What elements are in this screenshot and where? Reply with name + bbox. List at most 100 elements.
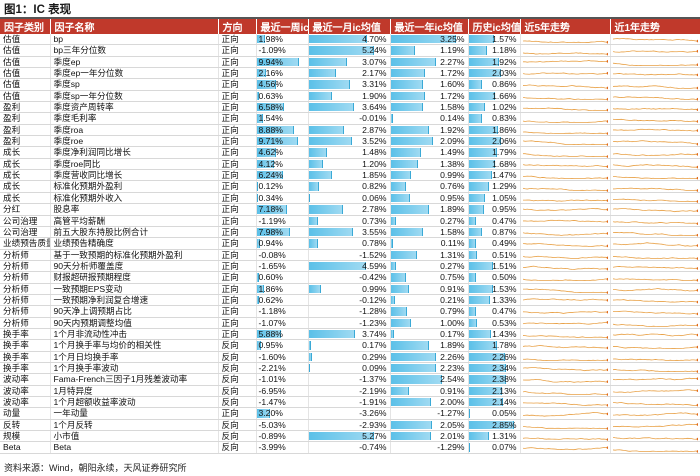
month-ic-value: 2.87% bbox=[362, 124, 387, 135]
year-ic-cell: 0.75% bbox=[390, 271, 469, 284]
year-ic-value: 2.23% bbox=[440, 362, 465, 373]
table-row: 分析师 90天分析师覆盖度 正向 -1.65% 4.59% 0.27% 1.51% bbox=[0, 260, 700, 273]
trend-end-dot bbox=[606, 41, 608, 44]
history-ic-bar bbox=[468, 307, 476, 316]
category-cell: 波动率 bbox=[0, 373, 51, 386]
history-ic-value: 1.33% bbox=[492, 294, 517, 305]
history-ic-value: 0.95% bbox=[492, 204, 517, 215]
week-ic-cell: 0.60% bbox=[256, 271, 309, 284]
history-ic-cell: 1.29% bbox=[468, 180, 521, 193]
year-ic-cell: 1.92% bbox=[390, 124, 469, 137]
month-ic-value: 0.09% bbox=[362, 362, 387, 373]
trend-1y-sparkline bbox=[612, 323, 698, 327]
trend-line bbox=[522, 59, 608, 63]
category-cell: 换手率 bbox=[0, 328, 51, 341]
history-ic-cell: 1.47% bbox=[468, 169, 521, 182]
trend-5y-cell bbox=[520, 192, 611, 205]
category-cell: 分析师 bbox=[0, 271, 51, 284]
header-year-ic: 最近一年ic均值 bbox=[390, 19, 469, 34]
week-ic-bar bbox=[256, 409, 271, 418]
month-ic-cell: -0.74% bbox=[308, 441, 391, 454]
direction-cell: 正向 bbox=[218, 146, 257, 159]
trend-end-dot bbox=[606, 368, 608, 372]
trend-5y-cell bbox=[520, 305, 611, 318]
category-cell: 分析师 bbox=[0, 294, 51, 307]
history-ic-value: 2.26% bbox=[492, 351, 517, 362]
year-ic-cell: 1.58% bbox=[390, 226, 469, 239]
trend-1y-cell bbox=[610, 373, 700, 386]
table-row: 换手率 1个月非流动性冲击 正向 5.88% 3.74% 0.17% 1.43% bbox=[0, 328, 700, 341]
category-cell: 成长 bbox=[0, 158, 51, 171]
table-row: 公司治理 前五大股东持股比例合计 正向 7.98% 3.55% 1.58% 0.87% bbox=[0, 226, 700, 239]
week-ic-value: 0.34% bbox=[258, 192, 283, 203]
table-row: 成长 季度净利润同比增长 正向 4.62% 1.48% 1.49% 1.79% bbox=[0, 146, 700, 159]
trend-1y-sparkline bbox=[612, 140, 698, 146]
trend-end-dot bbox=[606, 256, 608, 259]
history-ic-cell: 0.47% bbox=[468, 305, 521, 318]
category-cell: 盈利 bbox=[0, 135, 51, 148]
trend-5y-sparkline bbox=[522, 187, 608, 192]
year-ic-bar bbox=[390, 352, 437, 361]
trend-1y-cell bbox=[610, 90, 700, 103]
week-ic-value: -2.21% bbox=[258, 362, 286, 373]
month-ic-bar bbox=[308, 216, 318, 225]
category-cell: 估值 bbox=[0, 78, 51, 91]
trend-5y-sparkline bbox=[522, 278, 608, 282]
trend-line bbox=[612, 378, 698, 381]
trend-5y-cell bbox=[520, 317, 611, 329]
trend-end-dot bbox=[606, 154, 608, 158]
trend-5y-sparkline bbox=[522, 199, 608, 202]
factor-name-cell: 季度资产周转率 bbox=[50, 101, 219, 114]
history-ic-value: 1.66% bbox=[492, 90, 517, 101]
year-ic-cell: 1.89% bbox=[390, 203, 469, 216]
year-ic-cell: 2.01% bbox=[390, 430, 469, 443]
month-ic-cell: -1.52% bbox=[308, 249, 391, 261]
header-history-ic: 历史ic均值 bbox=[468, 19, 521, 34]
trend-line bbox=[522, 232, 608, 236]
trend-line bbox=[612, 49, 698, 53]
year-ic-value: 1.89% bbox=[440, 340, 465, 351]
category-cell: 盈利 bbox=[0, 124, 51, 137]
trend-line bbox=[612, 118, 698, 122]
week-ic-cell: -1.07% bbox=[256, 317, 309, 329]
year-ic-value: 1.58% bbox=[440, 102, 465, 113]
trend-line bbox=[612, 164, 698, 168]
week-ic-bar bbox=[256, 69, 266, 78]
history-ic-cell: 1.86% bbox=[468, 124, 521, 137]
week-ic-cell: 1.54% bbox=[256, 112, 309, 125]
week-ic-value: -1.01% bbox=[258, 374, 286, 385]
year-ic-cell: 1.31% bbox=[390, 249, 469, 261]
trend-line bbox=[612, 220, 698, 224]
history-ic-cell: 1.78% bbox=[468, 339, 521, 352]
table-row: 动量 一年动量 正向 3.20% -3.26% -1.27% 0.05% bbox=[0, 407, 700, 420]
history-ic-value: 1.47% bbox=[492, 170, 517, 181]
factor-name-cell: 一年动量 bbox=[50, 407, 219, 420]
direction-cell: 正向 bbox=[218, 124, 257, 137]
table-row: 分红 股息率 正向 7.18% 2.78% 1.89% 0.95% bbox=[0, 203, 700, 216]
trend-end-dot bbox=[696, 177, 698, 180]
history-ic-cell: 2.38% bbox=[468, 373, 521, 386]
trend-line bbox=[522, 208, 608, 212]
direction-cell: 正向 bbox=[218, 112, 257, 125]
week-ic-cell: 1.86% bbox=[256, 283, 309, 295]
trend-end-dot bbox=[696, 412, 698, 416]
year-ic-value: 0.14% bbox=[440, 113, 465, 124]
history-ic-bar bbox=[468, 375, 507, 384]
trend-line bbox=[522, 311, 608, 315]
year-ic-cell: 0.76% bbox=[390, 180, 469, 193]
category-cell: 估值 bbox=[0, 67, 51, 80]
trend-end-dot bbox=[606, 278, 608, 281]
week-ic-bar bbox=[256, 171, 284, 180]
month-ic-cell: -1.37% bbox=[308, 373, 391, 386]
trend-1y-cell bbox=[610, 362, 700, 375]
trend-5y-sparkline bbox=[522, 152, 608, 158]
year-ic-bar bbox=[390, 125, 430, 135]
trend-5y-cell bbox=[520, 283, 611, 295]
year-ic-bar bbox=[390, 239, 393, 248]
week-ic-cell: 0.94% bbox=[256, 237, 309, 250]
week-ic-bar bbox=[256, 273, 260, 282]
trend-1y-cell bbox=[610, 407, 700, 420]
factor-name-cell: 季度ep bbox=[50, 56, 219, 69]
factor-name-cell: 1个月超额收益率波动 bbox=[50, 396, 219, 409]
year-ic-cell: 2.00% bbox=[390, 396, 469, 409]
